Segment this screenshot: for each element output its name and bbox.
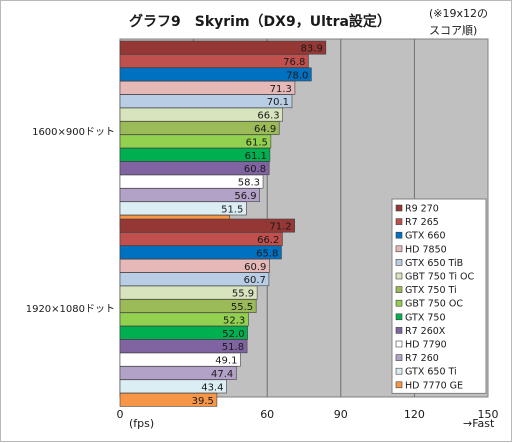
value-label-1600x900-12: 56.9 <box>234 191 256 202</box>
legend-label-14: HD 7770 GE <box>405 380 463 391</box>
legend-swatch-7 <box>395 286 403 293</box>
legend-box <box>391 198 487 394</box>
x-tick-label-0: 0 <box>117 408 124 421</box>
group-label-1600x900: 1600×900ドット <box>32 127 115 138</box>
legend-swatch-4 <box>395 245 403 253</box>
value-label-1600x900-6: 66.3 <box>257 111 279 122</box>
legend-label-6: GBT 750 Ti OC <box>405 272 475 283</box>
value-label-1600x900-2: 76.8 <box>283 57 305 68</box>
x-tick-label-120: 120 <box>404 408 425 421</box>
legend-label-11: HD 7790 <box>405 340 447 351</box>
legend-label-8: GBT 750 OC <box>405 299 463 310</box>
legend-swatch-5 <box>395 259 403 266</box>
x-axis-label: (fps) <box>129 417 155 430</box>
bar-1600x900-2 <box>119 54 309 68</box>
legend-swatch-2 <box>395 218 403 225</box>
x-tick-label-90: 90 <box>334 408 348 421</box>
bar-1600x900-1 <box>119 40 327 55</box>
value-label-1600x900-5: 70.1 <box>267 97 289 108</box>
value-label-1600x900-1: 83.9 <box>301 44 323 55</box>
legend-label-10: R7 260X <box>405 326 446 337</box>
legend-swatch-6 <box>395 272 403 280</box>
value-label-1920x1080-1: 71.2 <box>269 222 291 233</box>
sort-note: (※19x12の スコア順) <box>429 5 505 39</box>
legend-label-5: GTX 650 TiB <box>405 258 463 269</box>
value-label-1920x1080-2: 66.2 <box>257 235 279 246</box>
bar-1600x900-3 <box>119 67 312 82</box>
value-label-1920x1080-6: 55.9 <box>232 289 254 300</box>
legend-swatch-12 <box>395 354 403 361</box>
legend-label-2: R7 265 <box>405 217 439 228</box>
value-label-1920x1080-10: 51.8 <box>222 342 244 353</box>
sort-note-line-2: スコア順) <box>429 24 478 37</box>
chart-title: グラフ9 Skyrim（DX9，Ultra設定） <box>129 14 391 30</box>
value-label-1920x1080-4: 60.9 <box>244 262 266 273</box>
value-label-1920x1080-7: 55.5 <box>231 302 253 313</box>
value-label-1920x1080-3: 65.8 <box>256 248 278 259</box>
legend-swatch-8 <box>395 299 403 307</box>
value-label-1600x900-11: 58.3 <box>238 178 260 189</box>
legend-label-3: GTX 660 <box>405 231 446 242</box>
value-label-1600x900-4: 71.3 <box>270 84 292 95</box>
value-label-1920x1080-13: 43.4 <box>201 382 223 393</box>
value-label-1920x1080-5: 60.7 <box>244 275 266 286</box>
legend-label-4: HD 7850 <box>405 244 447 255</box>
value-label-1920x1080-8: 52.3 <box>223 315 245 326</box>
x-tick-label-150: 150 <box>478 408 499 421</box>
legend-label-7: GTX 750 Ti <box>405 285 457 296</box>
group-label-1920x1080: 1920×1080ドット <box>25 304 115 315</box>
value-label-1920x1080-12: 47.4 <box>211 369 233 380</box>
legend-swatch-1 <box>395 204 403 212</box>
legend-label-1: R9 270 <box>405 204 439 215</box>
direction-label: →Fast <box>463 417 495 430</box>
bar-1920x1080-14 <box>119 392 218 407</box>
legend-swatch-14 <box>395 381 403 389</box>
legend-swatch-9 <box>395 313 403 321</box>
value-label-1600x900-8: 61.5 <box>246 137 268 148</box>
value-label-1600x900-13: 51.5 <box>221 204 243 215</box>
value-label-1600x900-3: 78.0 <box>286 70 308 81</box>
value-label-1600x900-9: 61.1 <box>245 151 267 162</box>
legend-label-12: R7 260 <box>405 353 439 364</box>
legend-swatch-11 <box>395 340 403 348</box>
legend-swatch-3 <box>395 231 403 239</box>
legend-label-9: GTX 750 <box>405 312 446 323</box>
value-label-1600x900-7: 64.9 <box>254 124 276 135</box>
value-label-1920x1080-11: 49.1 <box>215 356 237 367</box>
sort-note-line-1: (※19x12の <box>429 7 489 20</box>
legend-swatch-13 <box>395 367 403 375</box>
value-label-1920x1080-9: 52.0 <box>222 329 244 340</box>
x-tick-label-60: 60 <box>260 408 274 421</box>
legend-label-13: GTX 650 Ti <box>405 367 457 378</box>
legend-swatch-10 <box>395 327 403 334</box>
value-label-1920x1080-14: 39.5 <box>192 396 214 407</box>
value-label-1600x900-10: 60.8 <box>244 164 266 175</box>
